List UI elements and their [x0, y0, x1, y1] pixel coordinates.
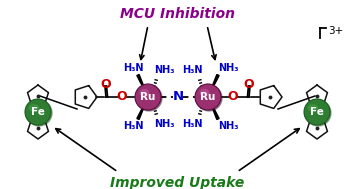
Text: H₃N: H₃N — [123, 63, 143, 73]
Text: 3+: 3+ — [328, 26, 343, 36]
Text: H₃N: H₃N — [123, 121, 143, 131]
Circle shape — [26, 100, 52, 126]
Text: O: O — [101, 77, 111, 91]
Circle shape — [136, 85, 162, 111]
Ellipse shape — [308, 105, 318, 111]
Text: MCU Inhibition: MCU Inhibition — [120, 7, 235, 21]
Text: Improved Uptake: Improved Uptake — [110, 176, 244, 189]
Text: O: O — [244, 77, 254, 91]
Text: NH₃: NH₃ — [218, 121, 238, 131]
Circle shape — [305, 100, 331, 126]
Circle shape — [196, 85, 222, 111]
Circle shape — [304, 99, 330, 125]
Ellipse shape — [140, 89, 149, 97]
Polygon shape — [137, 97, 148, 119]
Text: N: N — [173, 91, 184, 104]
Text: NH₃: NH₃ — [218, 63, 238, 73]
Polygon shape — [137, 74, 148, 97]
Text: NH₃: NH₃ — [154, 65, 174, 75]
Circle shape — [195, 84, 221, 110]
Text: H₃N: H₃N — [182, 119, 202, 129]
Text: O: O — [117, 91, 127, 104]
Text: Fe: Fe — [310, 107, 324, 117]
Text: O: O — [228, 91, 238, 104]
Ellipse shape — [200, 89, 209, 97]
Text: Ru: Ru — [140, 92, 156, 102]
Circle shape — [135, 84, 161, 110]
Ellipse shape — [29, 105, 39, 111]
Text: NH₃: NH₃ — [154, 119, 174, 129]
Circle shape — [25, 99, 51, 125]
Polygon shape — [208, 97, 219, 119]
Polygon shape — [208, 74, 219, 97]
Text: H₃N: H₃N — [182, 65, 202, 75]
Text: Fe: Fe — [31, 107, 45, 117]
Text: Ru: Ru — [200, 92, 216, 102]
